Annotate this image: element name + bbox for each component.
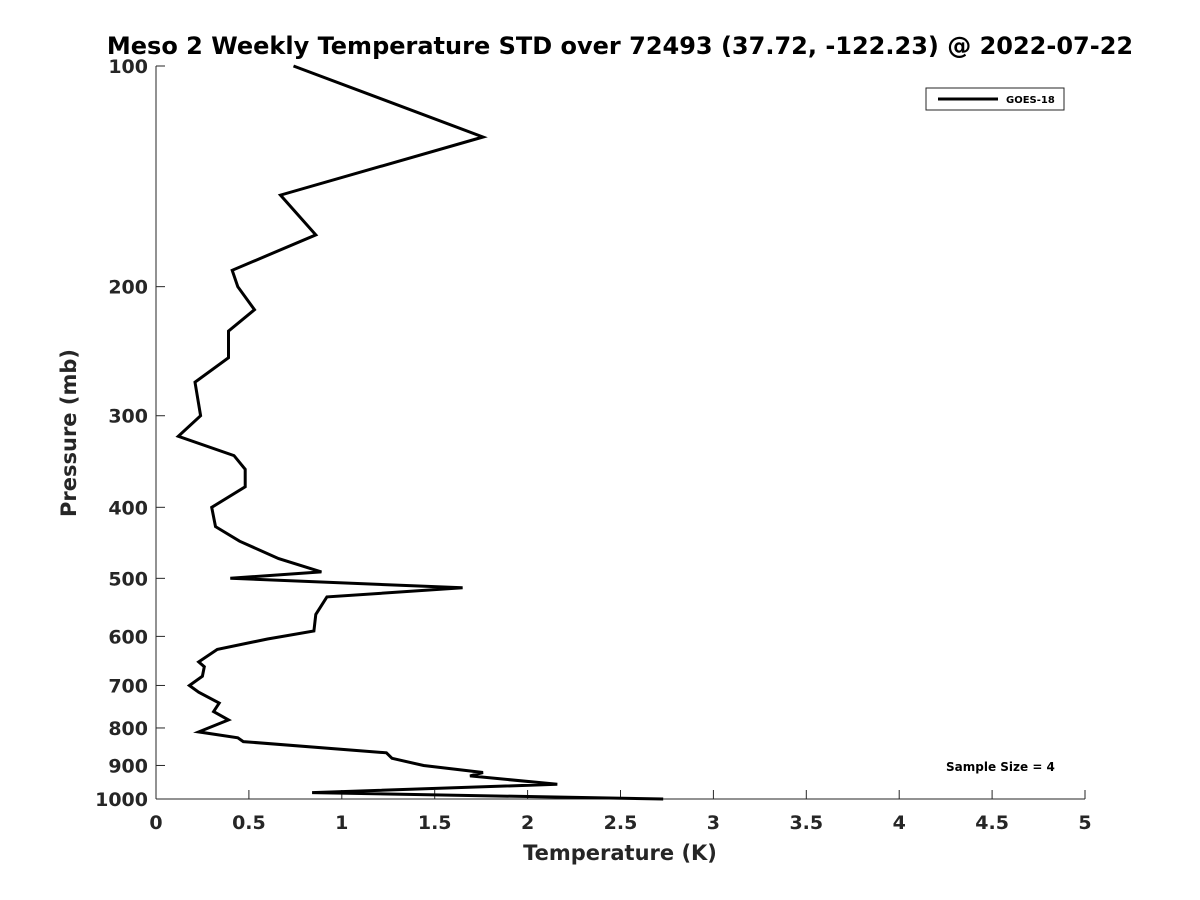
legend: GOES-18 <box>925 87 1065 111</box>
y-tick-label: 800 <box>108 718 148 740</box>
y-tick-label: 900 <box>108 755 148 777</box>
plot-axes: 0 0.5 1 1.5 2 2.5 3 3.5 4 4.5 5 100 200 300 400 500 600 7… <box>95 56 1092 834</box>
x-tick-label: 4.5 <box>975 812 1009 834</box>
chart-title: Meso 2 Weekly Temperature STD over 72493… <box>107 32 1133 60</box>
y-tick-label: 200 <box>108 277 148 299</box>
x-tick-label: 4 <box>893 812 906 834</box>
y-axis-label: Pressure (mb) <box>57 349 81 517</box>
y-tick-label: 700 <box>108 675 148 697</box>
x-tick-label: 1.5 <box>418 812 452 834</box>
y-tick-label: 300 <box>108 406 148 428</box>
y-tick-label: 600 <box>108 626 148 648</box>
x-tick-label: 0.5 <box>232 812 266 834</box>
series-layer <box>175 64 664 801</box>
x-tick-label: 1 <box>335 812 348 834</box>
x-tick-label: 0 <box>149 812 162 834</box>
x-tick-label: 3.5 <box>789 812 823 834</box>
x-tick-label: 5 <box>1078 812 1091 834</box>
sample-size-annotation: Sample Size = 4 <box>946 760 1055 774</box>
x-tick-label: 3 <box>707 812 720 834</box>
legend-label-goes-18: GOES-18 <box>1006 95 1055 106</box>
y-tick-label: 400 <box>108 497 148 519</box>
x-axis-label: Temperature (K) <box>523 841 717 865</box>
x-tick-label: 2 <box>521 812 534 834</box>
x-tick-label: 2.5 <box>604 812 638 834</box>
y-tick-label: 500 <box>108 568 148 590</box>
y-tick-label: 1000 <box>95 789 148 811</box>
series-line-goes-18 <box>175 64 664 801</box>
y-tick-label: 100 <box>108 56 148 78</box>
